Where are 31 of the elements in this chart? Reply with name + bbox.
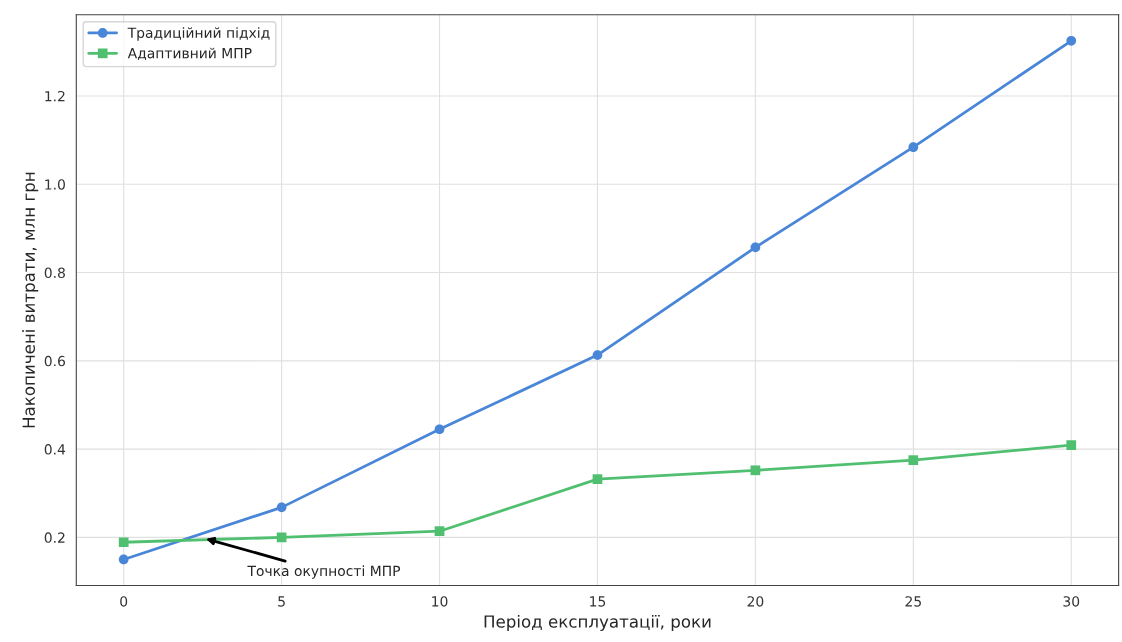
y-tick-label: 1.2: [45, 90, 65, 102]
legend-label: Традиційний підхід: [127, 27, 270, 41]
x-tick-label: 5: [278, 596, 285, 607]
y-tick-label: 0.8: [44, 267, 65, 279]
point: [434, 424, 445, 435]
x-axis-title: Період експлуатації, роки: [484, 614, 711, 632]
annotation: Точка окупності МПР: [247, 565, 401, 579]
legend-label: Адаптивний МПР: [127, 47, 252, 61]
point: [592, 474, 603, 484]
x-tick-label: 15: [590, 596, 606, 607]
point: [276, 502, 287, 513]
x-tick-label: 10: [432, 596, 448, 607]
x-tick-label: 0: [120, 596, 128, 607]
point: [592, 350, 603, 360]
point: [750, 242, 761, 253]
y-tick-label: 1.0: [45, 179, 65, 190]
x-tick-label: 25: [905, 596, 921, 607]
point: [750, 465, 761, 476]
y-tick-label: 0.2: [44, 532, 65, 543]
y-axis-title: Накопичені витрати, млн грн: [22, 172, 39, 428]
y-tick-label: 0.6: [44, 355, 66, 367]
point: [1066, 35, 1077, 46]
point: [908, 455, 919, 466]
point: [118, 554, 129, 565]
point: [908, 142, 919, 153]
point: [1066, 440, 1077, 450]
point: [434, 526, 445, 537]
point: [118, 537, 129, 548]
y-tick-label: 0.4: [44, 444, 66, 455]
x-tick-label: 20: [747, 596, 764, 607]
x-tick-label: 30: [1063, 596, 1080, 607]
